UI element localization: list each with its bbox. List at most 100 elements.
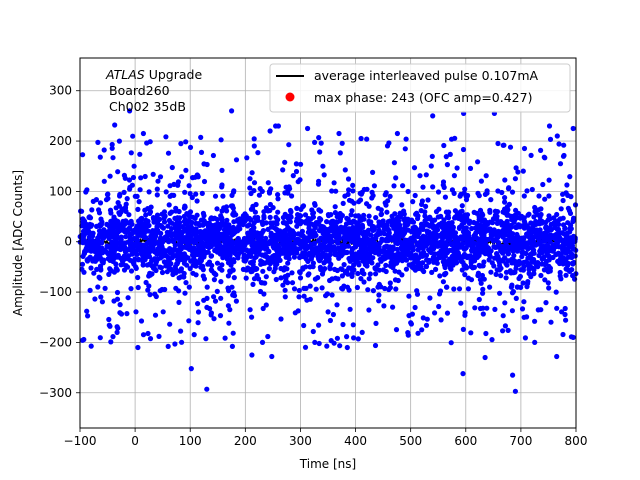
scatter-point (405, 188, 411, 195)
scatter-point (166, 237, 172, 243)
scatter-point (518, 267, 524, 273)
scatter-point (443, 209, 449, 215)
scatter-point (183, 244, 189, 250)
scatter-point (548, 227, 555, 233)
scatter-point (223, 204, 230, 210)
scatter-point (423, 222, 429, 228)
scatter-point (513, 214, 519, 220)
scatter-point (449, 136, 455, 142)
scatter-point (222, 335, 228, 341)
scatter-point (182, 189, 188, 195)
scatter-point (246, 222, 252, 228)
scatter-point (96, 210, 103, 216)
scatter-point (387, 193, 393, 199)
scatter-point (310, 260, 316, 266)
scatter-point (239, 246, 245, 252)
scatter-point (174, 219, 180, 225)
scatter-point (453, 254, 459, 260)
scatter-point (521, 193, 527, 199)
scatter-point (213, 272, 219, 278)
scatter-point (130, 174, 137, 181)
scatter-point (217, 265, 223, 271)
scatter-point (547, 136, 554, 142)
scatter-point (228, 203, 234, 209)
scatter-point (346, 236, 352, 242)
scatter-point (565, 254, 572, 260)
scatter-point (425, 197, 431, 203)
scatter-point (383, 262, 389, 268)
scatter-outlier-point (359, 329, 365, 335)
scatter-point (245, 265, 251, 271)
scatter-point (376, 292, 382, 298)
scatter-outlier-point (570, 125, 576, 132)
scatter-point (287, 219, 293, 225)
scatter-point (170, 237, 176, 243)
scatter-point (387, 280, 393, 286)
scatter-point (193, 220, 199, 226)
scatter-point (475, 270, 481, 276)
scatter-point (212, 193, 219, 199)
scatter-point (291, 286, 298, 292)
scatter-point (316, 238, 322, 244)
scatter-point (527, 234, 533, 240)
scatter-point (345, 176, 352, 182)
scatter-point (80, 228, 87, 234)
scatter-point (340, 321, 346, 328)
scatter-point (530, 259, 537, 265)
scatter-point (438, 317, 444, 323)
scatter-point (280, 220, 286, 226)
scatter-outlier-point (430, 113, 436, 119)
scatter-point (418, 208, 424, 214)
scatter-point (528, 152, 534, 158)
scatter-point (121, 242, 127, 248)
scatter-point (448, 340, 454, 346)
scatter-point (502, 323, 508, 329)
scatter-point (156, 333, 162, 339)
scatter-point (198, 249, 205, 256)
scatter-point (287, 239, 293, 246)
scatter-point (517, 273, 524, 280)
scatter-point (85, 227, 91, 233)
scatter-point (480, 212, 486, 218)
scatter-point (373, 215, 379, 221)
scatter-point (187, 144, 194, 150)
scatter-point (178, 328, 184, 334)
scatter-point (570, 218, 576, 225)
scatter-point (570, 273, 576, 279)
scatter-point (182, 227, 188, 233)
scatter-point (430, 184, 436, 190)
scatter-point (560, 197, 566, 204)
scatter-point (441, 142, 447, 149)
scatter-point (465, 241, 471, 247)
scatter-point (509, 189, 516, 195)
scatter-point (231, 231, 237, 237)
scatter-point (138, 175, 144, 181)
scatter-point (430, 256, 436, 262)
scatter-point (201, 161, 207, 167)
scatter-point (181, 274, 187, 280)
scatter-point (490, 237, 496, 243)
scatter-point (519, 306, 526, 312)
scatter-point (391, 183, 397, 189)
scatter-point (293, 161, 299, 167)
scatter-point (382, 223, 388, 229)
scatter-point (428, 217, 434, 223)
scatter-point (320, 163, 326, 169)
scatter-point (420, 260, 426, 266)
scatter-point (571, 246, 577, 252)
scatter-point (198, 149, 205, 155)
scatter-point (191, 255, 197, 261)
scatter-point (437, 273, 443, 279)
scatter-point (169, 226, 175, 232)
scatter-point (359, 248, 366, 254)
scatter-point (147, 292, 153, 298)
scatter-point (298, 161, 304, 167)
scatter-outlier-point (305, 125, 311, 132)
scatter-point (218, 279, 224, 285)
scatter-point (328, 338, 334, 344)
scatter-point (259, 339, 266, 345)
scatter-point (462, 186, 468, 192)
scatter-point (224, 253, 230, 259)
scatter-point (285, 260, 291, 266)
scatter-point (197, 222, 203, 228)
